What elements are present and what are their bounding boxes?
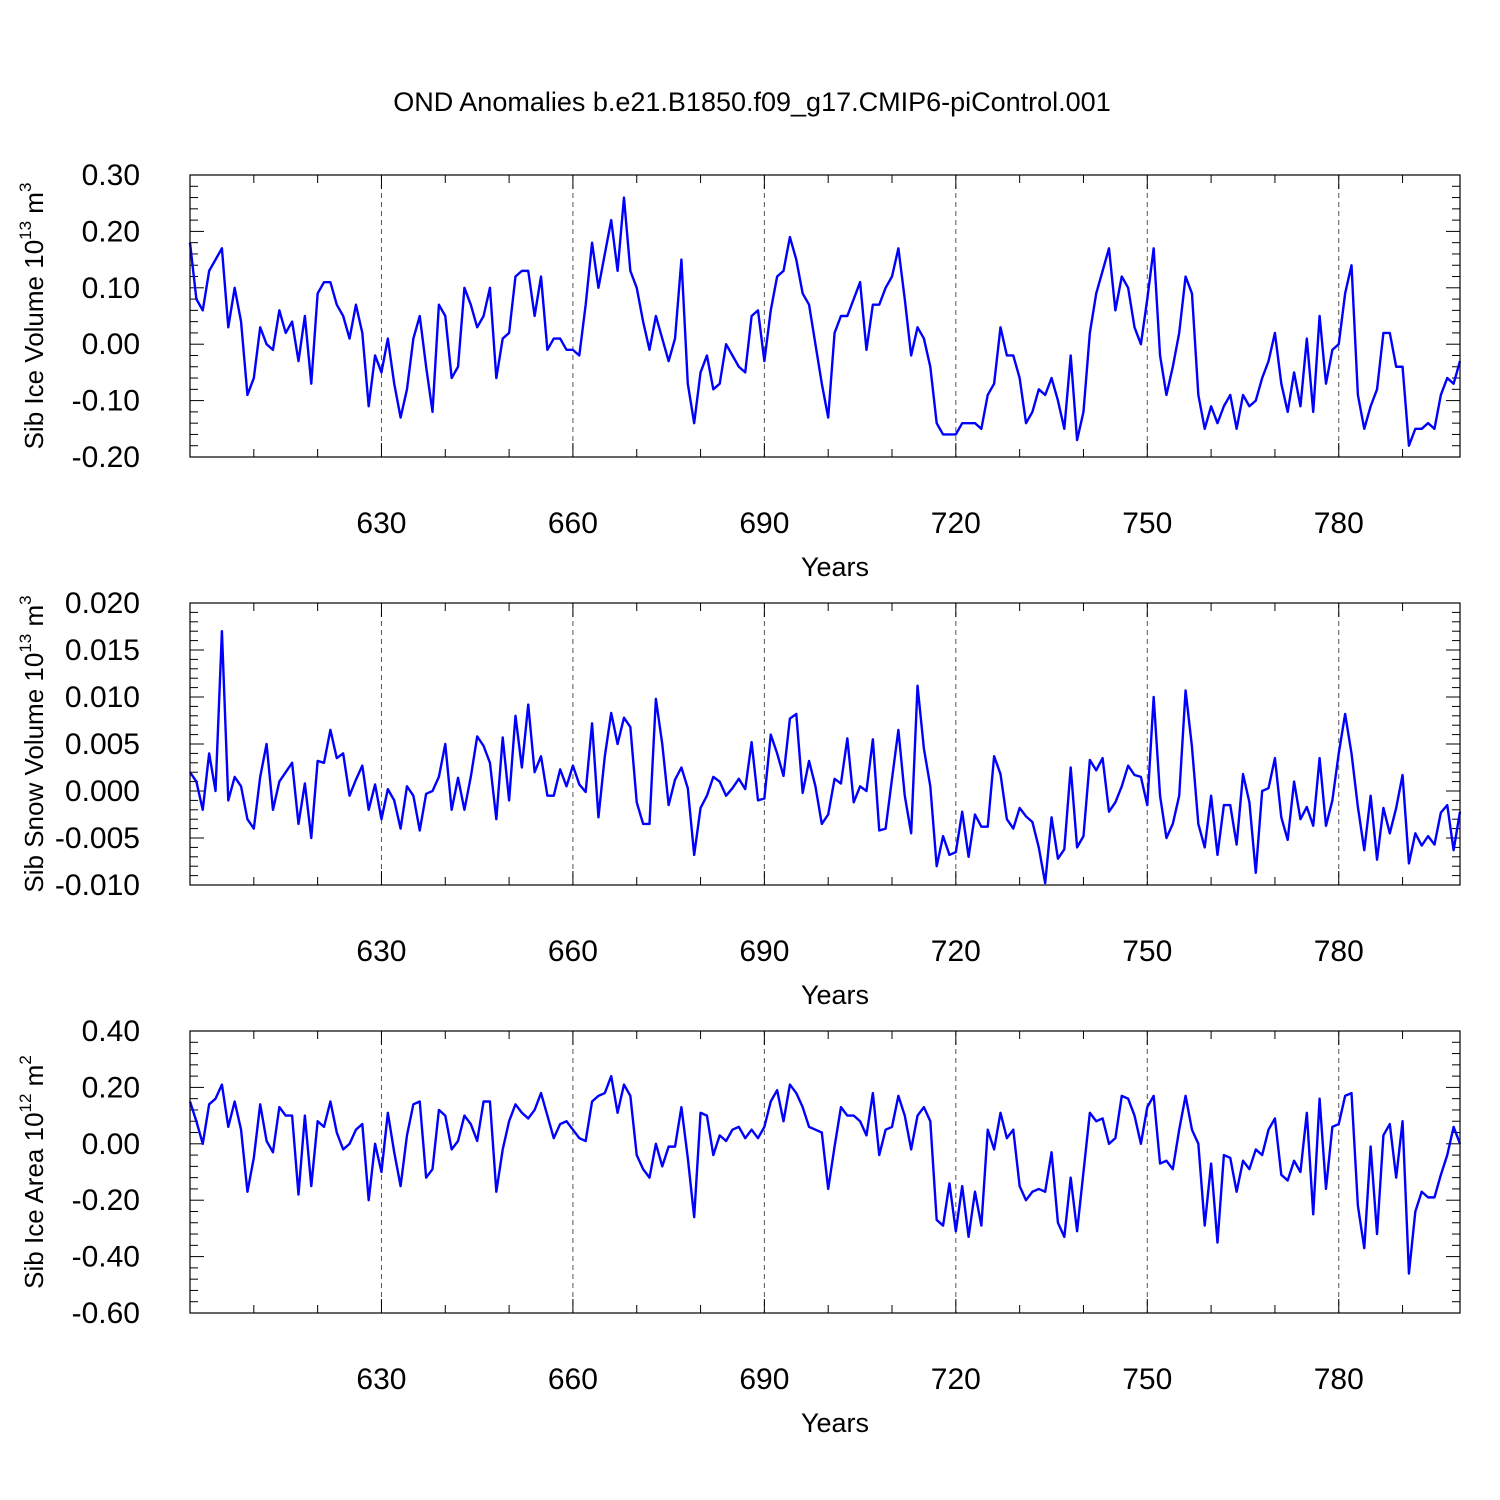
x-tick-label: 780 [1314,935,1364,968]
x-tick-label: 720 [931,1363,981,1396]
y-tick-label: -0.40 [72,1241,140,1274]
y-tick-label: 0.00 [82,328,140,361]
y-tick-label: 0.005 [65,728,140,761]
series-line-ice-area [188,1074,1462,1275]
chart-title: OND Anomalies b.e21.B1850.f09_g17.CMIP6-… [393,87,1110,117]
y-tick-label: 0.010 [65,681,140,714]
y-tick-label: 0.015 [65,634,140,667]
x-tick-label: 660 [548,507,598,540]
y-tick-label: -0.20 [72,441,140,474]
y-tick-label: -0.005 [55,822,140,855]
plot-frame [189,602,1461,886]
x-tick-label: 750 [1122,507,1172,540]
x-axis-title: Years [801,1408,869,1438]
x-tick-label: 660 [548,935,598,968]
x-axis-title: Years [801,552,869,582]
y-axis-title: Sib Ice Area 1012 m2 [16,1055,49,1289]
panel-snow-volume: 0.020 0.015 0.010 0.005 0.000 -0.005 -0.010 630… [16,587,1462,1010]
panel-ice-volume: 0.30 0.20 0.10 0.00 -0.10 -0.20 630 660 690 720 75… [16,159,1462,582]
x-axis-title: Years [801,980,869,1010]
y-tick-label: 0.020 [65,587,140,620]
x-tick-label: 630 [356,507,406,540]
x-tick-label: 720 [931,507,981,540]
x-tick-label: 690 [739,507,789,540]
plot-frame [189,174,1461,458]
series-line-ice-volume [188,196,1462,447]
plot-frame [189,1030,1461,1314]
y-axis-title: Sib Ice Volume 1013 m3 [16,183,49,450]
y-tick-label: -0.010 [55,869,140,902]
y-tick-label: 0.10 [82,272,140,305]
y-tick-label: 0.30 [82,159,140,192]
x-tick-label: 780 [1314,1363,1364,1396]
y-tick-label: 0.20 [82,215,140,248]
x-tick-label: 780 [1314,507,1364,540]
x-tick-label: 690 [739,1363,789,1396]
x-tick-label: 720 [931,935,981,968]
series-line-snow-volume [189,630,1462,885]
y-tick-label: 0.20 [82,1071,140,1104]
x-tick-label: 630 [356,935,406,968]
x-tick-label: 750 [1122,1363,1172,1396]
x-tick-label: 690 [739,935,789,968]
y-tick-label: -0.10 [72,385,140,418]
panel-ice-area: 0.40 0.20 0.00 -0.20 -0.40 -0.60 630 660 690 720 7… [16,1015,1462,1438]
x-tick-label: 660 [548,1363,598,1396]
x-tick-label: 750 [1122,935,1172,968]
y-tick-label: 0.40 [82,1015,140,1048]
y-tick-label: 0.000 [65,775,140,808]
y-tick-label: -0.20 [72,1184,140,1217]
y-axis-title: Sib Snow Volume 1013 m3 [16,595,49,892]
y-tick-label: 0.00 [82,1128,140,1161]
y-tick-label: -0.60 [72,1297,140,1330]
x-tick-label: 630 [356,1363,406,1396]
